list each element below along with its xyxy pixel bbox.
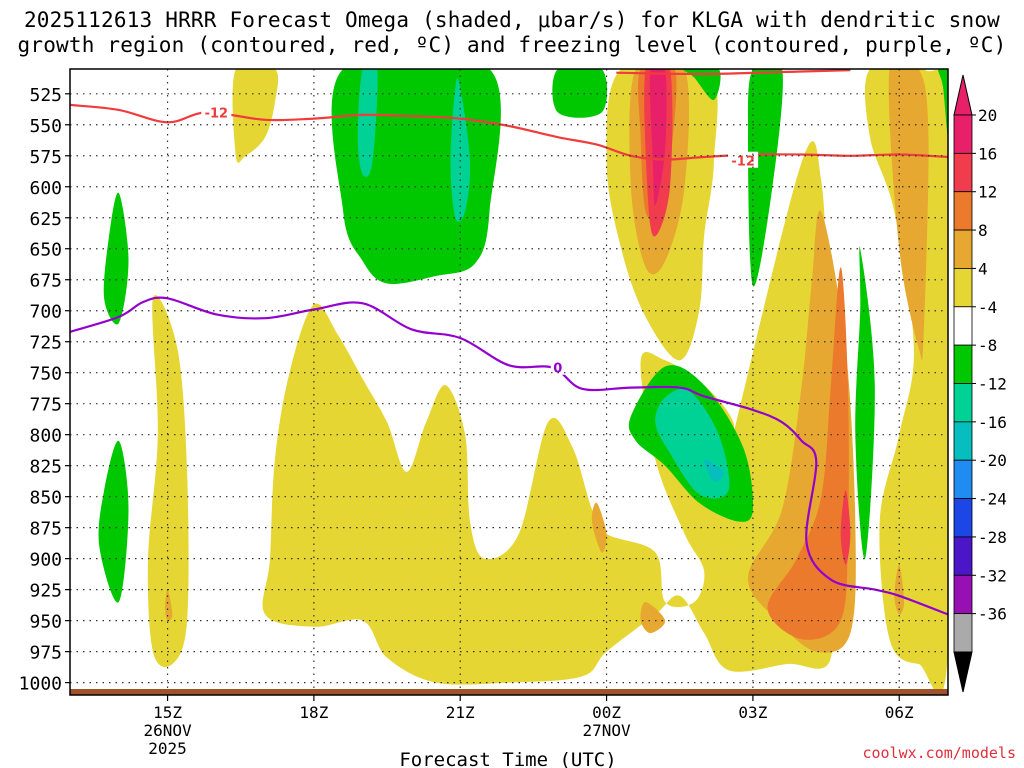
omega-region-2-rising: [450, 78, 471, 222]
omega-region-3-rising: [357, 69, 378, 177]
omega-region-22-rising: [938, 69, 948, 138]
axes: 525 550 575 600 625 650 675 700 725 750 775 800 825 8…: [19, 68, 949, 758]
y-tick-label: 775: [29, 395, 62, 416]
colorbar-label: 12: [978, 183, 997, 202]
colorbar-bin: [953, 268, 973, 308]
colorbar-top-arrow: [953, 74, 973, 116]
omega-region-25-rising: [703, 459, 724, 483]
omega-region-13-rising: [747, 69, 783, 287]
colorbar-label: -20: [978, 451, 1007, 470]
y-tick-label: 600: [29, 178, 62, 199]
x-tick-label: 21Z: [446, 703, 475, 722]
x-tick-date: 26NOV: [143, 721, 192, 740]
colorbar: 20 16 12 8 4 -4 -8 -12 -16 -20 -24 -28 -32 -36: [953, 74, 1007, 693]
x-axis-label: Forecast Time (UTC): [399, 749, 616, 768]
omega-region-28-sinking: [165, 589, 173, 621]
x-tick-label: 18Z: [299, 703, 328, 722]
colorbar-label: -8: [978, 336, 997, 355]
y-tick-label: 725: [29, 333, 62, 354]
colorbar-label: 4: [978, 259, 988, 278]
y-tick-label: 575: [29, 147, 62, 168]
x-tick-label: 03Z: [738, 703, 767, 722]
freezing-level-label: 0: [553, 362, 562, 377]
y-tick-label: 625: [29, 209, 62, 230]
colorbar-bin: [953, 421, 973, 461]
colorbar-label: -36: [978, 605, 1007, 624]
y-tick-label: 950: [29, 612, 62, 633]
y-tick-label: 975: [29, 643, 62, 664]
colorbar-label: 16: [978, 144, 997, 163]
x-tick-label: 15Z: [153, 703, 182, 722]
x-tick-date: 27NOV: [582, 721, 631, 740]
colorbar-bin: [953, 114, 973, 154]
colorbar-bin: [953, 498, 973, 538]
y-tick-label: 750: [29, 364, 62, 385]
omega-region-17-sinking: [767, 267, 849, 640]
colorbar-bottom-arrow: [953, 651, 973, 693]
colorbar-bin: [953, 574, 973, 615]
grid-lines: [70, 69, 948, 695]
x-tick-label: 06Z: [885, 703, 914, 722]
colorbar-bin: [953, 459, 973, 499]
omega-region-11-sinking: [649, 69, 667, 206]
colorbar-label: -16: [978, 413, 1007, 432]
omega-region-19-rising: [855, 246, 875, 560]
omega-region-0-sinking: [232, 69, 279, 163]
colorbar-bin: [953, 229, 973, 269]
colorbar-bin: [953, 306, 973, 346]
y-tick-label: 900: [29, 550, 62, 571]
colorbar-label: -12: [978, 375, 1007, 394]
y-tick-label: 1000: [19, 674, 62, 695]
colorbar-bin: [953, 152, 973, 193]
omega-shading: -12 -12 0: [70, 69, 948, 695]
colorbar-bin: [953, 536, 973, 576]
y-tick-label: 825: [29, 457, 62, 478]
surface-terrain: [70, 689, 948, 695]
omega-region-4-rising: [552, 69, 608, 118]
y-tick-label: 700: [29, 302, 62, 323]
y-tick-label: 650: [29, 240, 62, 261]
x-tick-year: 2025: [148, 739, 187, 758]
colorbar-bin: [953, 383, 973, 423]
dendritic-contour-label: -12: [731, 155, 755, 170]
omega-region-5-rising: [103, 192, 129, 325]
y-tick-label: 550: [29, 116, 62, 137]
y-tick-label: 675: [29, 271, 62, 292]
site-credit: coolwx.com/models: [862, 744, 1016, 762]
colorbar-label: -24: [978, 490, 1007, 509]
y-tick-label: 525: [29, 85, 62, 106]
plot-area: -12 -12 0: [70, 69, 948, 695]
plot-frame: [69, 68, 949, 696]
colorbar-label: -4: [978, 298, 997, 317]
chart-title-line-2: growth region (contoured, red, ºC) and f…: [17, 33, 1007, 57]
dendritic-contour-upper: [616, 69, 851, 76]
colorbar-label: 8: [978, 221, 988, 240]
colorbar-label: -32: [978, 566, 1007, 585]
x-tick-label: 00Z: [592, 703, 621, 722]
colorbar-bin: [953, 613, 973, 653]
colorbar-label: -28: [978, 528, 1007, 547]
omega-region-12-rising: [683, 69, 721, 101]
freezing-level-line: [70, 296, 948, 616]
y-tick-label: 850: [29, 488, 62, 509]
omega-region-14-sinking: [262, 141, 833, 685]
omega-region-15-sinking: [147, 294, 189, 668]
colorbar-bin: [953, 191, 973, 231]
omega-region-26-sinking: [591, 502, 607, 553]
omega-region-6-rising: [98, 440, 129, 603]
chart-title-line-1: 2025112613 HRRR Forecast Omega (shaded, …: [23, 8, 1001, 32]
omega-region-18-sinking: [840, 490, 851, 565]
colorbar-bin: [953, 344, 973, 384]
y-tick-label: 925: [29, 581, 62, 602]
colorbar-label: 20: [978, 106, 997, 125]
dendritic-contour-label: -12: [205, 106, 229, 121]
y-tick-label: 800: [29, 426, 62, 447]
y-tick-label: 875: [29, 519, 62, 540]
omega-region-27-sinking: [640, 602, 666, 633]
